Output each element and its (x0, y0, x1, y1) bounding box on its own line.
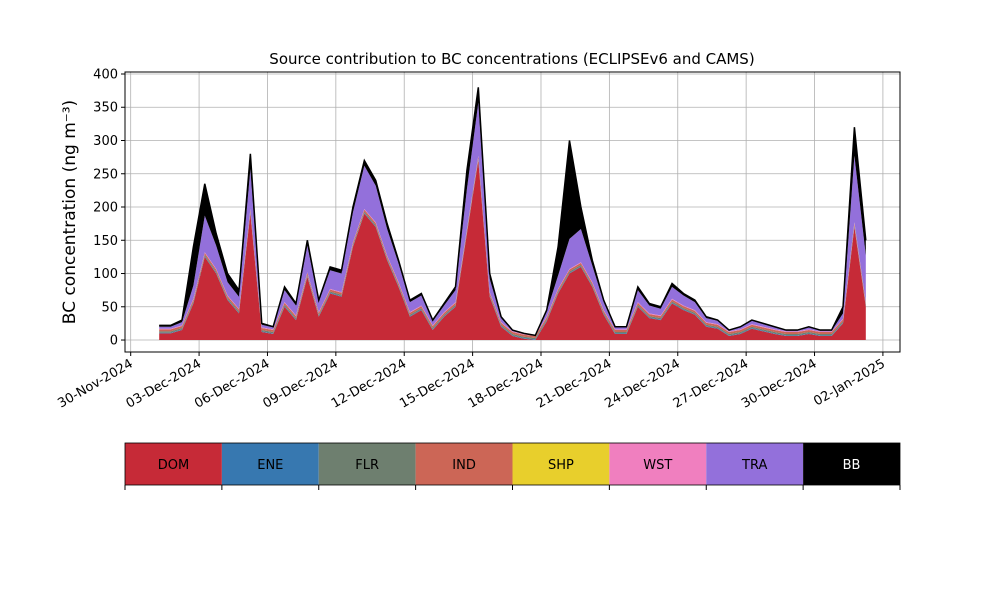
y-axis-label: BC concentration (ng m⁻³) (60, 100, 80, 324)
area-shp (159, 156, 866, 337)
x-tick-label: 27-Dec-2024 (671, 356, 751, 411)
y-tick-label: 350 (93, 101, 118, 116)
legend-label: WST (643, 458, 672, 473)
legend-swatch (803, 443, 900, 485)
y-tick-label: 250 (93, 167, 118, 182)
legend-label: IND (452, 458, 476, 473)
x-tick-label: 09-Dec-2024 (260, 356, 340, 411)
legend-label: TRA (741, 458, 767, 473)
legend-swatch (609, 443, 707, 485)
legend-swatch (415, 443, 513, 485)
legend-label: ENE (257, 458, 283, 473)
x-tick-label: 30-Nov-2024 (55, 356, 135, 411)
legend-swatch (512, 443, 610, 485)
x-tick-label: 02-Jan-2025 (811, 356, 888, 409)
x-tick-label: 12-Dec-2024 (329, 356, 409, 411)
chart-title: Source contribution to BC concentrations… (269, 50, 754, 68)
area-ind (159, 156, 866, 339)
legend-swatch (706, 443, 804, 485)
legend-label: DOM (158, 458, 189, 473)
area-wst (159, 155, 866, 337)
legend-label: FLR (355, 458, 379, 473)
x-tick-label: 06-Dec-2024 (192, 356, 272, 411)
y-tick-label: 50 (101, 300, 118, 315)
area-flr (159, 158, 866, 340)
y-tick-label: 150 (93, 234, 118, 249)
y-tick-label: 200 (93, 201, 118, 216)
x-tick-label: 30-Dec-2024 (739, 356, 819, 411)
total-outline (159, 87, 867, 337)
legend-frame (124, 442, 901, 486)
x-tick-label: 21-Dec-2024 (534, 356, 614, 411)
y-tick-label: 400 (93, 67, 118, 82)
x-tick-label: 03-Dec-2024 (124, 356, 204, 411)
area-dom (159, 160, 866, 341)
legend-label: BB (843, 458, 861, 473)
legend-label: SHP (548, 458, 574, 473)
plot-frame (124, 71, 901, 353)
area-bb (159, 87, 866, 336)
area-tra (159, 102, 866, 336)
x-tick-label: 15-Dec-2024 (397, 356, 477, 411)
x-tick-label: 24-Dec-2024 (602, 356, 682, 411)
legend-swatch (125, 443, 222, 485)
y-tick-label: 0 (110, 334, 118, 349)
y-tick-label: 300 (93, 134, 118, 149)
y-tick-label: 100 (93, 267, 118, 282)
x-tick-label: 18-Dec-2024 (466, 356, 546, 411)
legend-swatch (221, 443, 319, 485)
legend-swatch (318, 443, 416, 485)
area-ene (159, 159, 866, 341)
